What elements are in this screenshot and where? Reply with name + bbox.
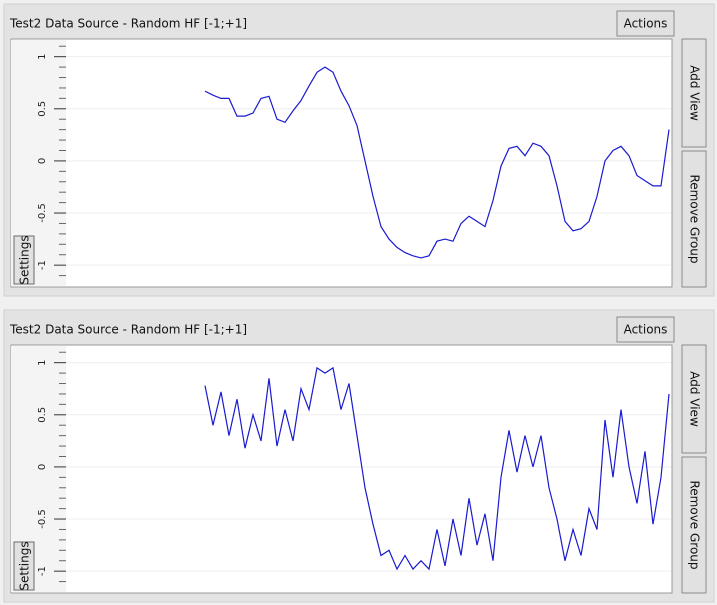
data-line — [204, 366, 670, 571]
panel-title: Test2 Data Source - Random HF [-1;+1] — [9, 17, 247, 31]
settings-button[interactable] — [13, 235, 35, 285]
settings-button[interactable] — [13, 541, 35, 591]
y-tick-label: 0.5 — [37, 101, 48, 117]
remove-group-button[interactable] — [681, 456, 707, 594]
y-tick-label: 0 — [37, 464, 48, 470]
add-view-label[interactable]: Add View — [688, 65, 702, 121]
y-tick-label: -0.5 — [37, 203, 48, 223]
y-tick-label: 0 — [37, 158, 48, 164]
add-view-button[interactable] — [681, 38, 707, 148]
y-tick-label: 1 — [37, 53, 48, 59]
panel: Test2 Data Source - Random HF [-1;+1] Act… — [3, 309, 715, 603]
chart-frame — [10, 38, 673, 288]
actions-label[interactable]: Actions — [624, 17, 668, 31]
actions-button[interactable] — [616, 10, 675, 37]
actions-label[interactable]: Actions — [624, 323, 668, 337]
remove-group-label[interactable]: Remove Group — [688, 480, 702, 569]
add-view-button[interactable] — [681, 344, 707, 454]
add-view-label[interactable]: Add View — [688, 371, 702, 427]
data-line — [204, 66, 670, 259]
actions-button[interactable] — [616, 316, 675, 343]
panel-title: Test2 Data Source - Random HF [-1;+1] — [9, 323, 247, 337]
y-tick-label: -1 — [37, 260, 48, 270]
panel: Test2 Data Source - Random HF [-1;+1] Act… — [3, 3, 715, 297]
chart-frame — [10, 344, 673, 594]
remove-group-label[interactable]: Remove Group — [688, 174, 702, 263]
y-tick-label: 0.5 — [37, 407, 48, 423]
settings-label[interactable]: Settings — [18, 541, 32, 590]
y-tick-label: 1 — [37, 359, 48, 365]
y-tick-label: -1 — [37, 566, 48, 576]
settings-label[interactable]: Settings — [18, 235, 32, 284]
remove-group-button[interactable] — [681, 150, 707, 288]
y-tick-label: -0.5 — [37, 509, 48, 529]
